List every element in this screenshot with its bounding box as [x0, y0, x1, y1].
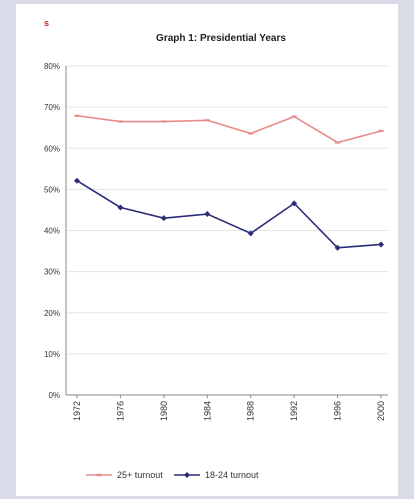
- x-tick-label: 1972: [72, 401, 82, 421]
- axes: [65, 66, 388, 398]
- chart-title: Graph 1: Presidential Years: [156, 33, 286, 44]
- legend-marker: [184, 472, 190, 478]
- legend: 25+ turnout 18-24 turnout: [86, 470, 259, 480]
- line-chart: s Graph 1: Presidential Years 0% 10% 20% 30…: [44, 18, 388, 480]
- y-tick-label: 30%: [44, 268, 60, 277]
- y-tick-label: 80%: [44, 62, 60, 71]
- legend-label: 18-24 turnout: [205, 470, 259, 480]
- y-tick-label: 0%: [48, 391, 60, 400]
- y-tick-labels: 0% 10% 20% 30% 40% 50% 60% 70% 80%: [44, 62, 60, 400]
- data-point: [291, 200, 298, 207]
- y-tick-label: 10%: [44, 350, 60, 359]
- y-tick-label: 70%: [44, 103, 60, 112]
- x-tick-label: 1984: [202, 401, 212, 421]
- x-tick-label: 1988: [246, 401, 256, 421]
- x-tick-label: 1992: [289, 401, 299, 421]
- data-point: [204, 211, 211, 218]
- data-point: [378, 241, 384, 248]
- x-tick-label: 1980: [159, 401, 169, 421]
- x-tick-label: 2000: [376, 401, 386, 421]
- data-point: [247, 230, 254, 237]
- legend-label: 25+ turnout: [117, 470, 163, 480]
- y-tick-label: 50%: [44, 185, 60, 194]
- data-point: [334, 244, 341, 251]
- data-point: [160, 215, 167, 222]
- y-tick-label: 60%: [44, 144, 60, 153]
- corner-mark: s: [44, 18, 49, 28]
- series-lines: [74, 114, 384, 251]
- y-tick-label: 40%: [44, 227, 60, 236]
- chart-figure: s Graph 1: Presidential Years 0% 10% 20% 30…: [16, 4, 398, 496]
- x-tick-labels: 1972 1976 1980 1984 1988 1992 1996 2000: [72, 401, 386, 421]
- data-point: [74, 177, 80, 184]
- y-tick-label: 20%: [44, 309, 60, 318]
- grid-lines: [66, 65, 388, 355]
- x-tick-label: 1976: [115, 401, 125, 421]
- series-line-0: [76, 114, 382, 144]
- series-line-1: [76, 180, 382, 249]
- x-tick-label: 1996: [333, 401, 343, 421]
- data-point: [117, 204, 124, 211]
